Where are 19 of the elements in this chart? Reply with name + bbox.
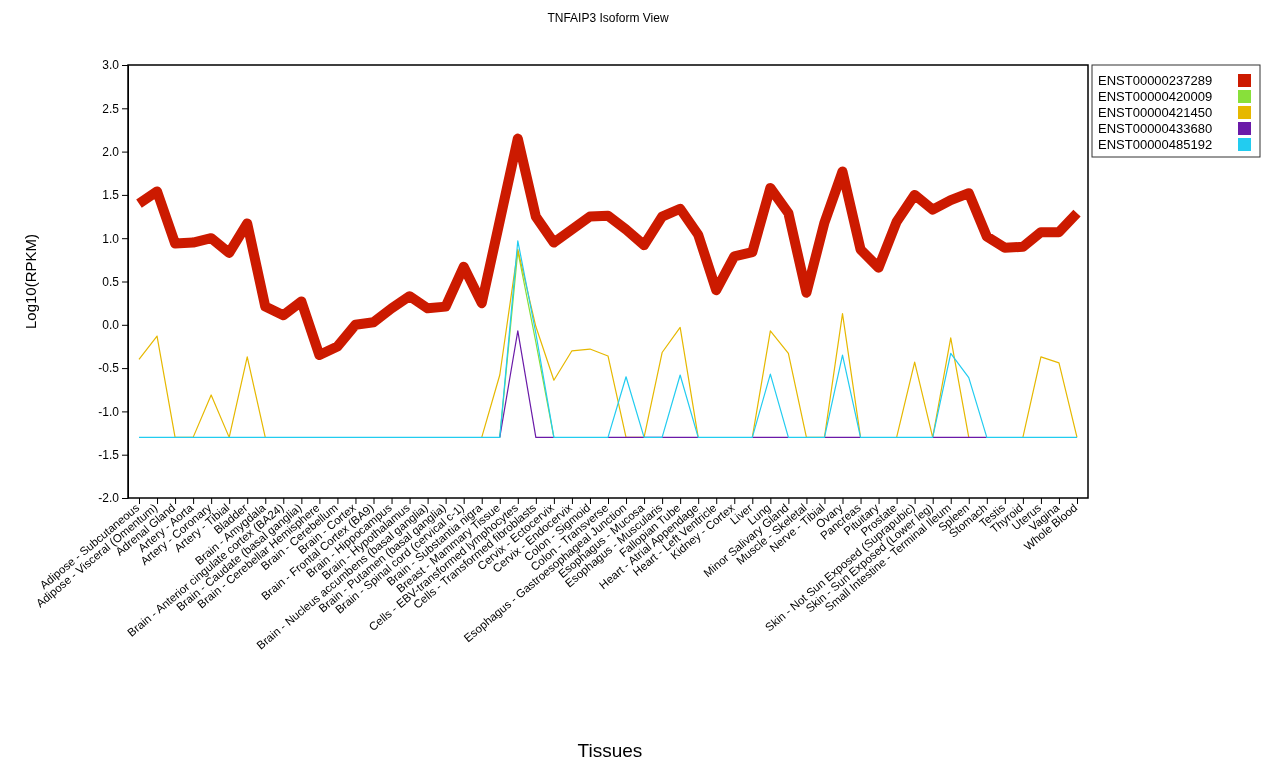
legend-label: ENST00000485192 [1098,137,1213,152]
legend-label: ENST00000237289 [1098,73,1213,88]
y-tick-label: 0.0 [102,318,120,333]
y-tick-label: 3.0 [102,58,120,73]
y-tick-label: 2.0 [102,144,120,159]
legend-label: ENST00000421450 [1098,105,1213,120]
y-tick-label: 1.5 [102,188,120,203]
legend-label: ENST00000420009 [1098,89,1213,104]
y-tick-label: -2.0 [98,491,120,506]
y-tick-label: -1.0 [98,404,120,419]
y-tick-label: -1.5 [98,448,120,463]
chart-title: TNFAIP3 Isoform View [547,11,669,25]
y-tick-label: 2.5 [102,101,120,116]
y-axis-title: Log10(RPKM) [22,233,39,330]
y-tick-label: 1.0 [102,231,120,246]
x-axis-title: Tissues [577,740,643,761]
y-tick-label: 0.5 [102,274,120,289]
legend-label: ENST00000433680 [1098,121,1213,136]
y-tick-label: -0.5 [98,361,120,376]
